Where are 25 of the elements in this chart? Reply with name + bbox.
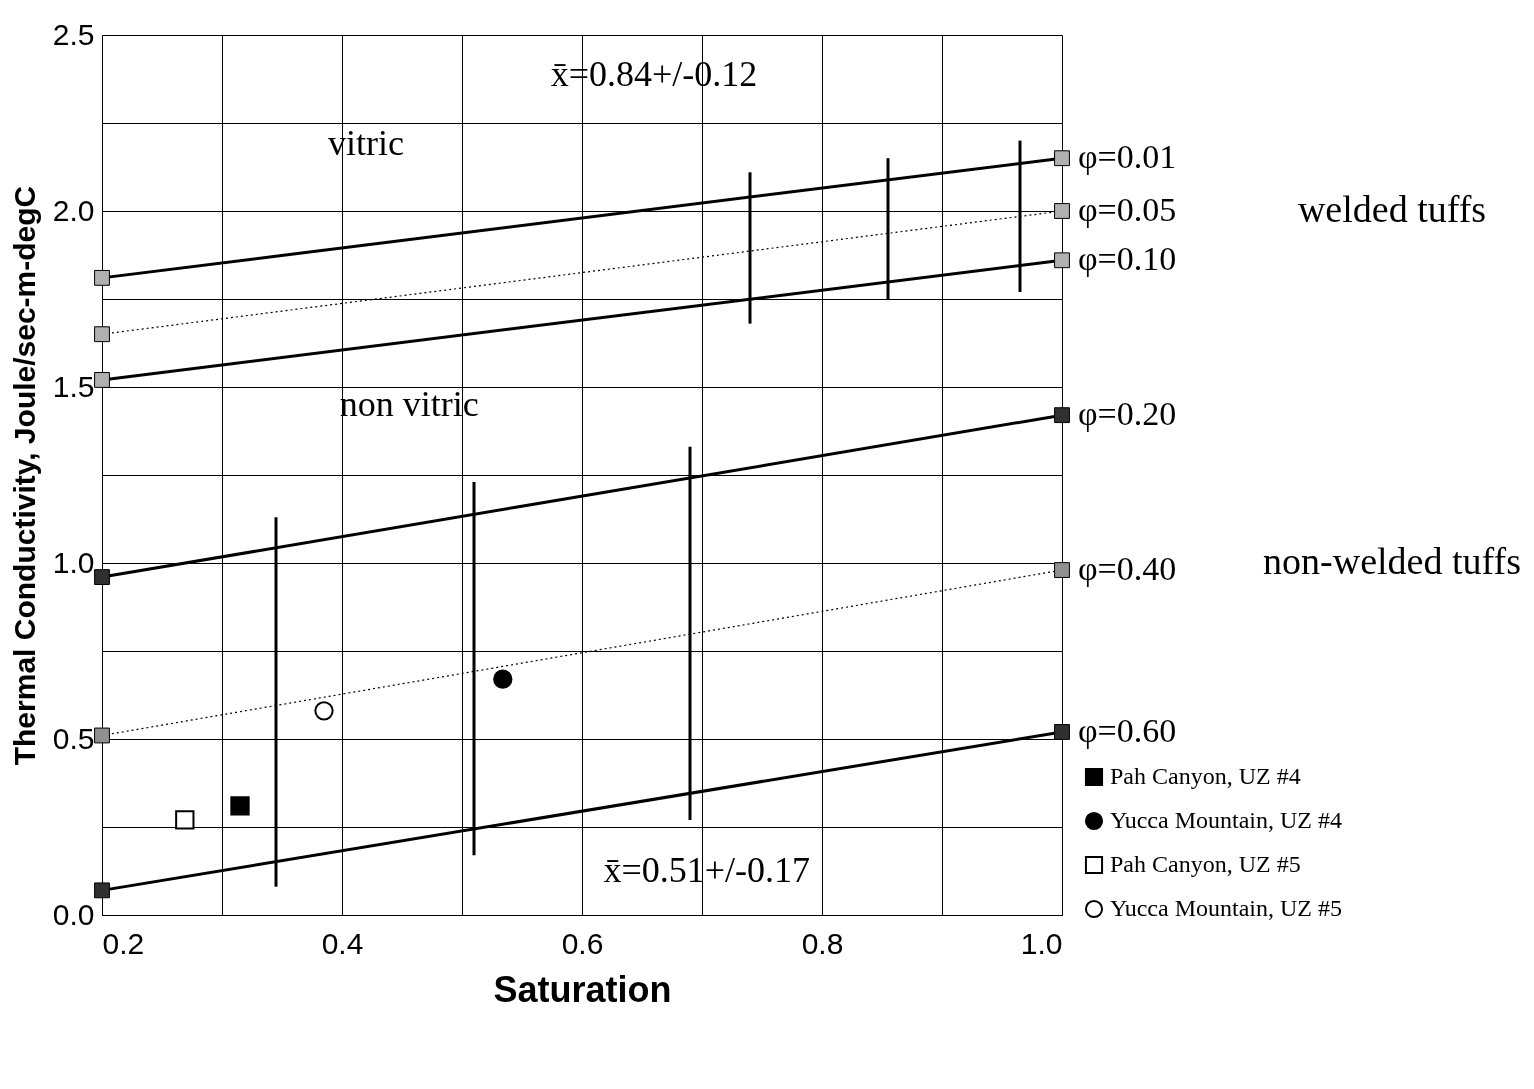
legend-label: Pah Canyon, UZ #4 — [1110, 763, 1301, 789]
y-tick-label: 1.0 — [52, 545, 95, 579]
x-tick-label: 0.8 — [801, 926, 844, 960]
series-label: φ=0.05 — [1078, 191, 1177, 228]
x-tick-label: 0.6 — [561, 926, 604, 960]
x-axis-title: Saturation — [493, 968, 672, 1010]
legend-label: Yucca Mountain, UZ #4 — [1110, 807, 1342, 833]
text: welded tuffs — [1297, 188, 1487, 230]
y-tick-label: 1.5 — [52, 369, 95, 403]
y-axis-title: Thermal Conductivity, Joule/sec-m-degC — [7, 185, 41, 766]
series-label: φ=0.10 — [1078, 240, 1177, 278]
x-tick-label: 0.4 — [321, 926, 364, 960]
series-label: φ=0.40 — [1078, 550, 1177, 588]
legend-label: Pah Canyon, UZ #5 — [1110, 851, 1301, 877]
text: non-welded tuffs — [1263, 540, 1521, 582]
y-tick-label: 0.0 — [52, 897, 95, 931]
series-label: φ=0.60 — [1078, 711, 1177, 749]
series-label: φ=0.20 — [1078, 395, 1177, 433]
legend-label: Yucca Mountain, UZ #5 — [1110, 895, 1342, 921]
y-tick-label: 0.5 — [52, 721, 95, 755]
series-label: φ=0.01 — [1078, 138, 1177, 176]
y-tick-label: 2.5 — [52, 17, 95, 51]
y-tick-label: 2.0 — [52, 193, 95, 227]
x-tick-label: 1.0 — [1020, 926, 1063, 960]
x-tick-label: 0.2 — [102, 926, 145, 960]
